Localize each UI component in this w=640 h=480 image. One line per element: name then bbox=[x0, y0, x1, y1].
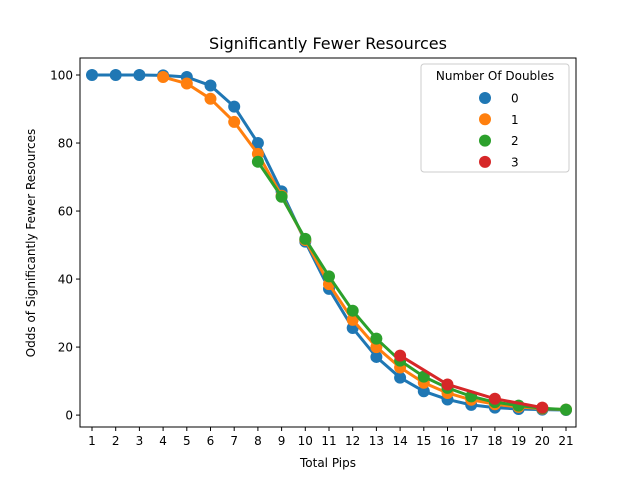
x-tick-label: 11 bbox=[321, 434, 336, 448]
data-point bbox=[86, 69, 98, 82]
data-point bbox=[180, 77, 193, 90]
legend-title: Number Of Doubles bbox=[436, 69, 554, 83]
x-tick-label: 13 bbox=[369, 434, 384, 448]
y-tick-label: 0 bbox=[65, 409, 73, 423]
data-point bbox=[394, 349, 407, 362]
legend-label: 2 bbox=[511, 134, 519, 148]
data-point bbox=[204, 79, 217, 92]
data-point bbox=[394, 371, 407, 384]
data-point bbox=[346, 304, 359, 317]
y-axis-label: Odds of Significantly Fewer Resources bbox=[24, 129, 38, 358]
x-tick-label: 4 bbox=[159, 434, 167, 448]
legend: Number Of Doubles 0 1 2 3 bbox=[420, 63, 570, 173]
series-3 bbox=[394, 349, 549, 414]
data-point bbox=[251, 137, 264, 150]
x-tick-label: 8 bbox=[254, 434, 262, 448]
series-line-3 bbox=[398, 354, 544, 410]
legend-marker bbox=[479, 134, 491, 147]
y-axis: 0 20 40 60 80 100 bbox=[50, 69, 80, 423]
data-point bbox=[228, 100, 241, 113]
x-tick-label: 12 bbox=[345, 434, 360, 448]
data-point bbox=[370, 332, 383, 345]
y-tick-label: 20 bbox=[58, 341, 73, 355]
data-point bbox=[417, 370, 430, 383]
data-point bbox=[204, 92, 217, 105]
x-axis-label: Total Pips bbox=[299, 456, 356, 470]
data-point bbox=[275, 190, 288, 203]
x-tick-label: 2 bbox=[112, 434, 120, 448]
legend-label: 1 bbox=[511, 113, 519, 127]
data-point bbox=[346, 313, 359, 326]
data-point bbox=[560, 403, 572, 416]
legend-label: 0 bbox=[511, 92, 519, 106]
x-tick-label: 20 bbox=[535, 434, 550, 448]
plot-frame bbox=[79, 57, 577, 428]
y-tick-label: 60 bbox=[58, 205, 73, 219]
x-tick-label: 1 bbox=[88, 434, 96, 448]
legend-label: 3 bbox=[511, 155, 519, 169]
x-tick-label: 3 bbox=[136, 434, 144, 448]
data-point bbox=[323, 270, 335, 283]
legend-marker bbox=[479, 92, 491, 104]
data-point bbox=[417, 385, 430, 398]
x-tick-label: 5 bbox=[183, 434, 191, 448]
x-tick-label: 19 bbox=[511, 434, 526, 448]
legend-frame bbox=[420, 63, 570, 173]
x-tick-label: 18 bbox=[487, 434, 502, 448]
data-point bbox=[370, 350, 383, 363]
data-point bbox=[133, 69, 146, 82]
y-tick-label: 40 bbox=[58, 273, 73, 287]
data-point bbox=[370, 341, 383, 354]
x-tick-label: 10 bbox=[298, 434, 313, 448]
legend-marker bbox=[479, 113, 491, 126]
x-tick-label: 7 bbox=[230, 434, 238, 448]
legend-items: 0 1 2 3 bbox=[479, 92, 519, 169]
data-point bbox=[299, 232, 312, 245]
x-tick-label: 21 bbox=[558, 434, 573, 448]
x-tick-label: 6 bbox=[207, 434, 215, 448]
x-axis: 1 2 3 4 5 6 7 8 9 10 11 12 13 14 15 16 17 18 19 20 21 bbox=[88, 427, 574, 448]
x-tick-label: 16 bbox=[440, 434, 455, 448]
data-point bbox=[441, 378, 454, 391]
plot-area bbox=[86, 69, 572, 416]
data-point bbox=[157, 71, 170, 84]
data-point bbox=[251, 155, 264, 168]
x-tick-label: 17 bbox=[464, 434, 479, 448]
chart-title: Significantly Fewer Resources bbox=[209, 34, 447, 53]
data-point bbox=[536, 401, 549, 414]
y-tick-label: 100 bbox=[50, 69, 73, 83]
x-tick-label: 9 bbox=[278, 434, 286, 448]
data-point bbox=[488, 392, 501, 405]
data-point bbox=[228, 115, 241, 128]
legend-marker bbox=[479, 155, 491, 168]
y-tick-label: 80 bbox=[58, 137, 73, 151]
x-tick-label: 14 bbox=[392, 434, 407, 448]
x-tick-label: 15 bbox=[416, 434, 431, 448]
data-point bbox=[109, 69, 122, 82]
